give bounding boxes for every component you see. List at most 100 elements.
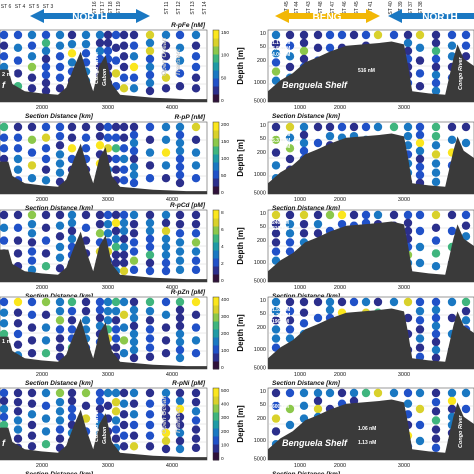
- data-point: [27, 336, 37, 345]
- data-point: [111, 43, 121, 52]
- data-point: [191, 62, 201, 72]
- station-label: ST 46: [342, 1, 348, 14]
- data-point: [129, 238, 139, 247]
- data-point: [27, 388, 37, 398]
- colorbar-segment: [213, 210, 219, 219]
- data-point: [285, 62, 295, 72]
- x-tick-label: 1000: [294, 372, 306, 378]
- data-point: [67, 388, 77, 398]
- station-label: ST 45: [284, 1, 290, 14]
- data-point: [271, 67, 281, 76]
- data-point: [95, 404, 105, 414]
- data-point: [349, 297, 359, 307]
- data-point: [129, 62, 139, 72]
- data-point: [461, 306, 471, 316]
- data-point: [41, 70, 51, 80]
- data-point: [191, 407, 201, 416]
- data-point: [175, 428, 185, 438]
- data-point: [161, 250, 171, 260]
- data-point: [55, 325, 65, 334]
- data-point: [119, 336, 129, 345]
- right-panel: 1.17 nM3.56 nM4.06 nM 516 nM Benguela Shel…: [236, 29, 474, 120]
- data-point: [299, 308, 309, 317]
- data-point: [373, 297, 383, 307]
- colorbar-tick: 300: [221, 415, 229, 421]
- data-point: [175, 396, 185, 406]
- data-point: [55, 41, 65, 50]
- data-point: [447, 30, 457, 40]
- colorbar-tick: 400: [221, 297, 229, 303]
- data-point: [403, 210, 413, 220]
- value-label: 600 pM: [272, 404, 289, 410]
- data-point: [191, 135, 201, 144]
- data-point: [161, 84, 171, 93]
- colorbar-segment: [213, 444, 219, 453]
- data-point: [313, 30, 323, 40]
- data-point: [285, 306, 295, 316]
- data-point: [145, 258, 155, 268]
- data-point: [103, 46, 113, 56]
- data-point: [461, 221, 471, 230]
- data-point: [67, 396, 77, 406]
- data-point: [415, 162, 425, 172]
- x-tick-label: 3000: [398, 285, 410, 291]
- data-point: [41, 336, 51, 345]
- data-point: [175, 329, 185, 339]
- data-point: [415, 352, 425, 362]
- shelf-label: Benguela Shelf: [282, 80, 348, 90]
- data-point: [27, 30, 37, 40]
- data-point: [431, 313, 441, 323]
- data-point: [119, 349, 129, 358]
- data-point: [415, 154, 425, 164]
- data-point: [111, 133, 121, 142]
- colorbar-segment: [213, 452, 219, 461]
- colorbar-segment: [213, 186, 219, 195]
- data-point: [111, 388, 121, 398]
- annotation-transect: Transect: [175, 406, 182, 434]
- data-point: [13, 329, 23, 339]
- data-point: [81, 297, 91, 307]
- y-tick-label: 10: [260, 31, 266, 37]
- data-point: [191, 247, 201, 256]
- data-point: [145, 306, 155, 316]
- data-point: [431, 345, 441, 355]
- colorbar-segment: [213, 420, 219, 429]
- data-point: [403, 313, 413, 323]
- x-tick-label: 2000: [334, 197, 346, 203]
- colorbar-segment: [213, 70, 219, 79]
- data-point: [27, 410, 37, 419]
- data-point: [161, 174, 171, 183]
- data-point: [175, 436, 185, 446]
- data-point: [111, 69, 121, 78]
- x-tick-label: 2000: [36, 372, 48, 378]
- data-point: [271, 30, 281, 40]
- value-label: 1.21 nM: [272, 313, 290, 319]
- data-point: [431, 297, 441, 307]
- data-point: [119, 266, 129, 276]
- data-point: [129, 154, 139, 164]
- data-point: [191, 349, 201, 358]
- data-point: [431, 62, 441, 72]
- data-point: [161, 420, 171, 430]
- data-point: [27, 52, 37, 61]
- x-tick-label: 2000: [36, 285, 48, 291]
- data-point: [0, 297, 9, 307]
- y-tick-label: 10: [260, 389, 266, 395]
- data-point: [447, 226, 457, 236]
- colorbar-segment: [213, 226, 219, 235]
- data-point: [285, 133, 295, 142]
- y-tick-label: 200: [257, 416, 266, 422]
- colorbar-segment: [213, 130, 219, 139]
- data-point: [145, 334, 155, 343]
- data-point: [175, 444, 185, 454]
- data-point: [415, 226, 425, 236]
- data-point: [271, 388, 281, 398]
- data-point: [447, 404, 457, 414]
- data-point: [55, 434, 65, 443]
- data-point: [13, 43, 23, 52]
- data-point: [271, 219, 281, 229]
- data-point: [361, 388, 371, 398]
- data-point: [271, 414, 281, 423]
- data-point: [81, 414, 91, 423]
- data-point: [461, 122, 471, 132]
